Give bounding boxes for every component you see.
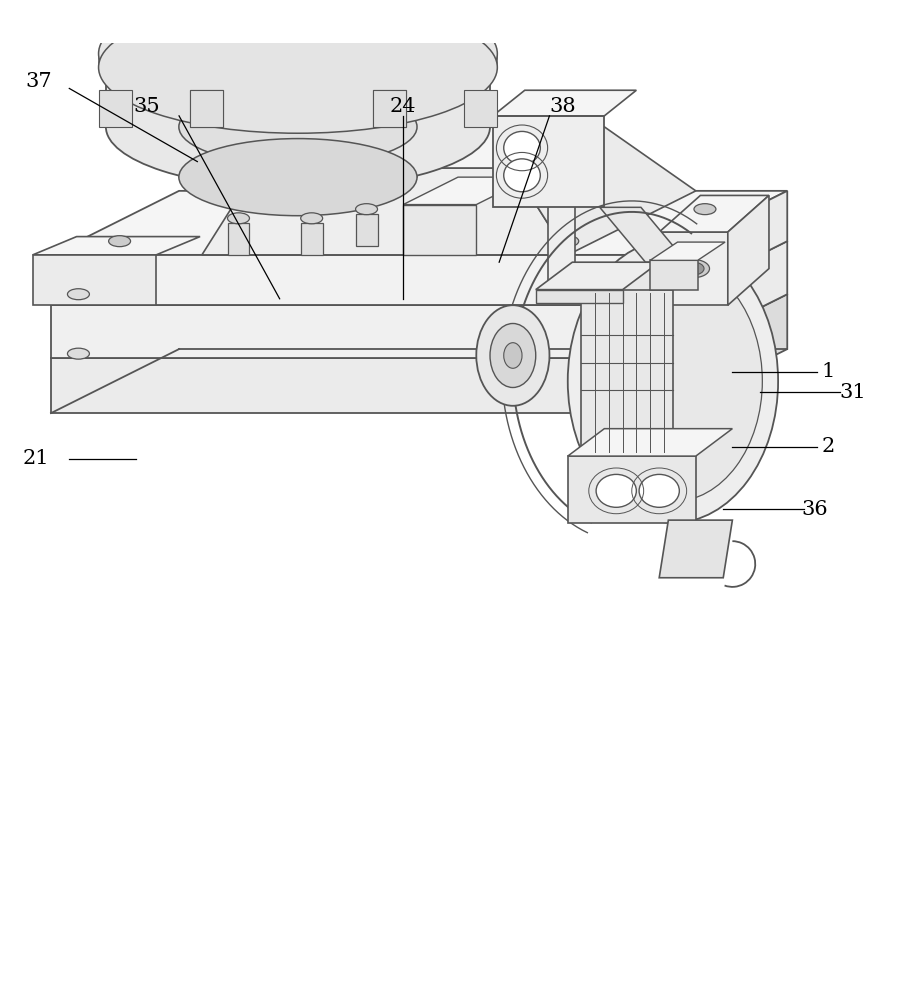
Ellipse shape xyxy=(677,259,710,278)
Polygon shape xyxy=(179,127,417,177)
Polygon shape xyxy=(33,237,200,255)
Polygon shape xyxy=(660,294,787,413)
Text: 31: 31 xyxy=(840,383,867,402)
Polygon shape xyxy=(568,456,696,523)
Text: 1: 1 xyxy=(822,362,835,381)
Polygon shape xyxy=(536,290,623,303)
Ellipse shape xyxy=(68,348,90,359)
Polygon shape xyxy=(51,191,787,255)
Polygon shape xyxy=(513,131,568,168)
Polygon shape xyxy=(660,241,787,358)
Ellipse shape xyxy=(179,139,417,216)
Polygon shape xyxy=(660,191,787,305)
Ellipse shape xyxy=(598,348,620,359)
Polygon shape xyxy=(51,358,660,413)
Polygon shape xyxy=(548,162,575,290)
Polygon shape xyxy=(33,1,102,19)
Ellipse shape xyxy=(93,0,504,26)
Polygon shape xyxy=(99,54,497,67)
Polygon shape xyxy=(99,90,132,127)
Polygon shape xyxy=(403,205,476,255)
Polygon shape xyxy=(513,127,696,255)
Polygon shape xyxy=(728,195,769,305)
Ellipse shape xyxy=(109,236,131,247)
Ellipse shape xyxy=(504,343,522,368)
Ellipse shape xyxy=(179,88,417,165)
Ellipse shape xyxy=(504,159,540,192)
Polygon shape xyxy=(586,456,669,520)
Ellipse shape xyxy=(557,236,579,247)
Text: 37: 37 xyxy=(26,72,52,91)
Ellipse shape xyxy=(568,239,778,523)
Polygon shape xyxy=(493,116,605,207)
Polygon shape xyxy=(51,305,660,358)
Polygon shape xyxy=(202,168,568,255)
Polygon shape xyxy=(256,127,605,168)
Polygon shape xyxy=(650,260,698,290)
Polygon shape xyxy=(191,90,224,127)
Ellipse shape xyxy=(504,131,540,164)
Polygon shape xyxy=(191,90,224,127)
Polygon shape xyxy=(51,294,787,358)
Polygon shape xyxy=(373,90,406,127)
Text: 21: 21 xyxy=(22,449,49,468)
Text: 38: 38 xyxy=(550,97,576,116)
Ellipse shape xyxy=(557,289,579,300)
Ellipse shape xyxy=(596,474,637,507)
Ellipse shape xyxy=(355,204,377,215)
Ellipse shape xyxy=(227,213,249,224)
Polygon shape xyxy=(650,242,725,260)
Ellipse shape xyxy=(106,65,490,189)
Polygon shape xyxy=(227,223,249,255)
Polygon shape xyxy=(463,90,496,127)
Ellipse shape xyxy=(99,0,497,120)
Ellipse shape xyxy=(583,261,762,502)
Ellipse shape xyxy=(68,289,90,300)
Text: 35: 35 xyxy=(134,97,160,116)
Ellipse shape xyxy=(99,2,497,133)
Ellipse shape xyxy=(694,204,716,215)
Ellipse shape xyxy=(490,323,536,388)
Ellipse shape xyxy=(476,305,550,406)
Polygon shape xyxy=(536,262,660,290)
Polygon shape xyxy=(300,223,322,255)
Polygon shape xyxy=(403,177,531,205)
Polygon shape xyxy=(600,207,687,262)
Polygon shape xyxy=(660,232,728,305)
Polygon shape xyxy=(493,90,637,116)
Ellipse shape xyxy=(682,262,704,275)
Polygon shape xyxy=(51,241,787,305)
Text: 36: 36 xyxy=(802,500,828,519)
Text: 2: 2 xyxy=(822,437,835,456)
Polygon shape xyxy=(660,195,769,232)
Polygon shape xyxy=(51,255,660,305)
Polygon shape xyxy=(660,520,733,578)
Ellipse shape xyxy=(639,474,680,507)
Polygon shape xyxy=(582,290,673,456)
Polygon shape xyxy=(568,429,733,456)
Polygon shape xyxy=(373,90,406,127)
Text: 24: 24 xyxy=(390,97,417,116)
Polygon shape xyxy=(106,0,490,127)
Polygon shape xyxy=(33,255,157,305)
Ellipse shape xyxy=(300,213,322,224)
Polygon shape xyxy=(355,214,377,246)
